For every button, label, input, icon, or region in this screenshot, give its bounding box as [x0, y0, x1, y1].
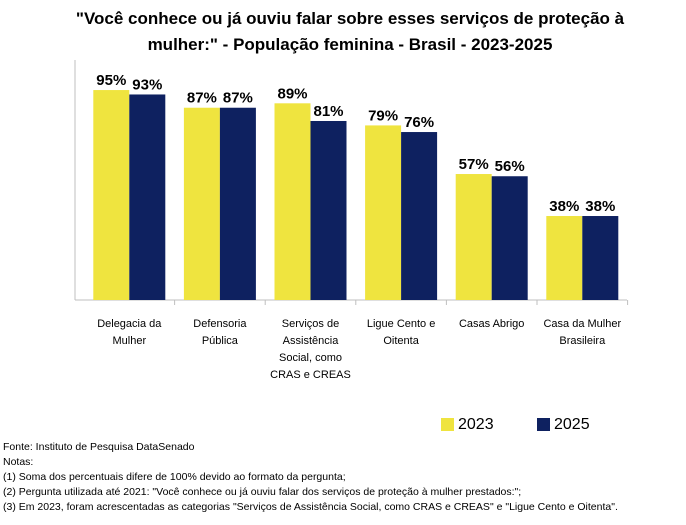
chart-title: "Você conhece ou já ouviu falar sobre es… — [75, 9, 625, 54]
bar — [219, 107, 256, 300]
data-label: 93% — [132, 76, 162, 93]
bar — [491, 176, 528, 300]
data-label: 95% — [96, 72, 126, 89]
legend-label: 2023 — [458, 416, 494, 433]
data-label: 56% — [495, 158, 525, 175]
bar — [582, 216, 619, 300]
bar — [546, 216, 583, 300]
note: (1) Soma dos percentuais difere de 100% … — [3, 471, 346, 483]
data-label: 57% — [459, 156, 489, 173]
data-label: 87% — [187, 90, 217, 107]
note: (2) Pergunta utilizada até 2021: "Você c… — [3, 486, 522, 498]
data-label: 79% — [368, 107, 398, 124]
bar — [93, 90, 130, 300]
notes-heading: Notas: — [3, 456, 34, 468]
legend-swatch — [537, 418, 550, 431]
x-tick-label: Serviços de Assistência Social, como CRA… — [270, 318, 351, 381]
data-label: 81% — [313, 103, 343, 120]
bar — [455, 174, 492, 300]
x-tick-label: Ligue Cento e Oitenta — [366, 318, 436, 347]
bar — [365, 125, 402, 300]
x-tick-label: Delegacia da Mulher — [97, 318, 162, 347]
x-tick-label: Defensoria Pública — [193, 318, 247, 347]
data-label: 89% — [277, 85, 307, 102]
bar — [310, 120, 347, 301]
bar — [274, 103, 311, 300]
bar — [401, 132, 438, 300]
x-tick-label: Casas Abrigo — [458, 318, 525, 330]
source: Fonte: Instituto de Pesquisa DataSenado — [3, 441, 195, 453]
data-label: 38% — [585, 198, 615, 215]
x-tick-label: Casa da Mulher Brasileira — [543, 318, 622, 347]
data-label: 87% — [223, 90, 253, 107]
bar — [183, 107, 220, 300]
bar — [129, 94, 166, 300]
data-label: 38% — [549, 198, 579, 215]
legend-swatch — [441, 418, 454, 431]
note: (3) Em 2023, foram acrescentadas as cate… — [3, 501, 618, 513]
legend-label: 2025 — [554, 416, 590, 433]
data-label: 76% — [404, 114, 434, 131]
